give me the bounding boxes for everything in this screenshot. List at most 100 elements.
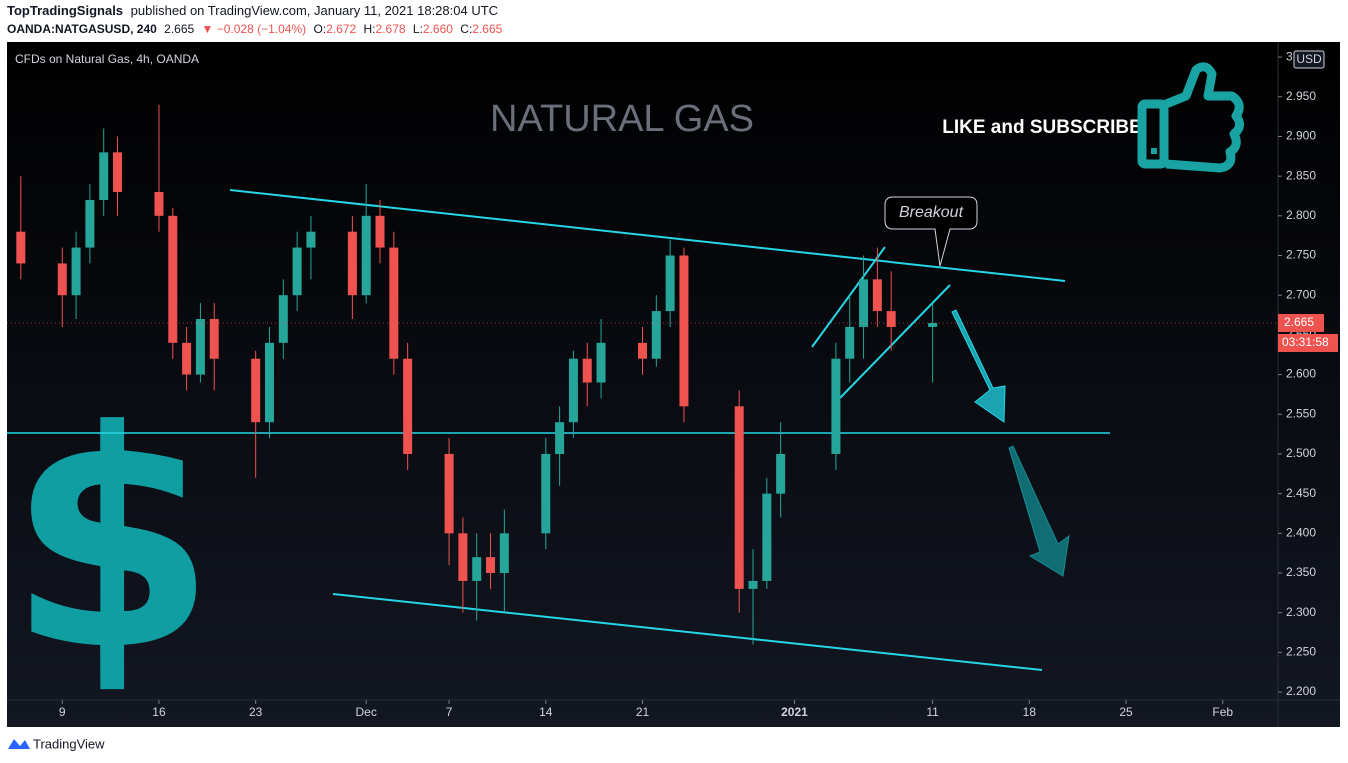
x-tick-label: 25 <box>1119 705 1133 719</box>
candle-body <box>195 319 205 375</box>
o-value: 2.672 <box>326 22 356 36</box>
candle-body <box>306 231 316 248</box>
x-tick-label: 2021 <box>781 705 808 719</box>
header-line1: TopTradingSignals published on TradingVi… <box>7 3 498 18</box>
x-tick-label: 14 <box>539 705 553 719</box>
candle-body <box>403 358 413 454</box>
x-tick-label: 16 <box>152 705 166 719</box>
x-tick-label: 7 <box>446 705 453 719</box>
candle-body <box>292 247 302 296</box>
candle-body <box>762 493 772 581</box>
candle <box>651 295 661 367</box>
candle <box>195 303 205 383</box>
candle-body <box>99 152 109 200</box>
candle <box>113 136 123 216</box>
brand-logo <box>8 739 30 749</box>
last-price-label: 2.665 <box>1284 315 1314 329</box>
y-tick-label: 3 <box>1286 49 1293 63</box>
candle <box>251 350 261 478</box>
last: 2.665 <box>164 22 194 36</box>
candle <box>99 128 109 216</box>
candle <box>928 303 938 383</box>
candle <box>596 319 606 399</box>
wedge-lower <box>839 284 951 399</box>
candle-body <box>16 231 26 264</box>
candle <box>306 215 316 280</box>
candle <box>859 255 869 359</box>
countdown-box <box>1278 333 1338 352</box>
c-label: C: <box>460 22 472 36</box>
author: TopTradingSignals <box>7 3 123 18</box>
candle-body <box>831 358 841 454</box>
l-value: 2.660 <box>423 22 453 36</box>
candle <box>361 184 371 304</box>
candle <box>182 326 192 391</box>
candle <box>458 517 468 613</box>
candle <box>278 279 288 359</box>
candle <box>665 239 675 327</box>
candle-body <box>555 422 565 454</box>
candle-body <box>734 406 744 589</box>
y-tick-label: 2.700 <box>1286 287 1316 301</box>
published: published on TradingView.com, January 11… <box>131 3 498 18</box>
candle-body <box>541 453 551 534</box>
candle <box>555 406 565 486</box>
symbol: OANDA:NATGASUSD, 240 <box>7 22 157 36</box>
candle-body <box>361 215 371 296</box>
x-tick-label: 11 <box>926 705 939 719</box>
c-value: 2.665 <box>472 22 502 36</box>
callout-box <box>884 196 978 267</box>
candle-body <box>679 255 689 407</box>
y-tick-label: 2.750 <box>1286 248 1316 262</box>
candle <box>872 247 882 327</box>
y-tick-label: 2.800 <box>1286 208 1316 222</box>
candle <box>776 422 786 518</box>
candle-body <box>182 342 192 375</box>
x-tick-label: 18 <box>1023 705 1037 719</box>
chart-bg <box>7 42 1340 727</box>
candle <box>845 295 855 383</box>
candle-body <box>209 319 219 359</box>
candle-body <box>472 557 482 581</box>
candle-body <box>85 199 95 248</box>
cta: LIKE and SUBSCRIBE <box>942 117 1142 138</box>
arrow-1 <box>951 309 1006 423</box>
candle <box>389 231 399 375</box>
headline: NATURAL GAS <box>490 98 754 140</box>
last-price-box <box>1278 313 1324 332</box>
h-label: H: <box>364 22 376 36</box>
x-tick-label: 9 <box>59 705 66 719</box>
candle <box>472 533 482 621</box>
plot: 2.200 2.250 2.300 2.350 2.400 2.450 2.500 2.550… <box>7 49 1338 719</box>
candle-body <box>596 342 606 383</box>
candle <box>499 509 509 613</box>
thumb-dot <box>1151 148 1157 154</box>
candle <box>403 342 413 470</box>
candle-body <box>57 263 67 296</box>
candle <box>292 231 302 312</box>
candle <box>831 342 841 470</box>
x-tick-label: 23 <box>249 705 263 719</box>
candle <box>16 176 26 280</box>
candle-body <box>389 247 399 359</box>
candle <box>748 549 758 645</box>
header-line2: OANDA:NATGASUSD, 240 2.665 ▼ −0.028 (−1.… <box>7 22 503 36</box>
candle-body <box>928 322 938 327</box>
callout-text: Breakout <box>899 204 964 221</box>
candle <box>638 326 647 375</box>
candle <box>375 199 385 264</box>
y-tick-label: 2.450 <box>1286 486 1316 500</box>
candle <box>486 533 496 589</box>
wedge-upper <box>811 246 886 348</box>
candle <box>168 207 178 359</box>
countdown-label: 03:31:58 <box>1282 335 1329 349</box>
o-label: O: <box>313 22 326 36</box>
y-tick-label: 2.550 <box>1286 406 1316 420</box>
candle <box>541 438 551 550</box>
candle-body <box>872 279 882 312</box>
candle <box>264 326 274 439</box>
y-tick-label: 2.200 <box>1286 684 1316 698</box>
thumb-icon <box>1137 62 1244 173</box>
candle-body <box>582 358 592 383</box>
